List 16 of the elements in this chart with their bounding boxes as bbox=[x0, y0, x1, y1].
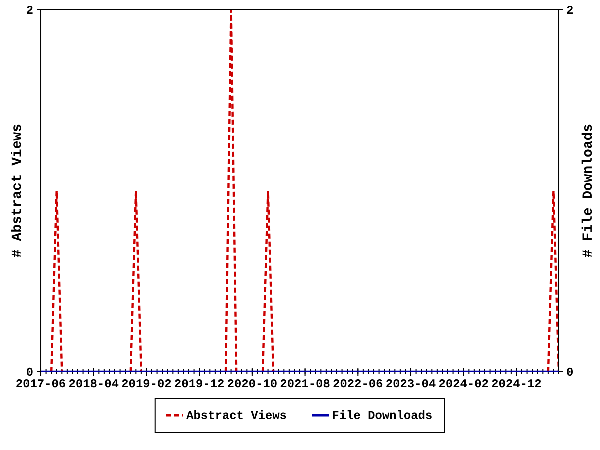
y-axis-title: # Abstract Views bbox=[11, 124, 22, 258]
x-tick-label: 2024-12 bbox=[492, 380, 542, 388]
x-tick-label: 2020-10 bbox=[228, 380, 277, 388]
x-tick-label: 2019-02 bbox=[122, 380, 172, 388]
y2-tick-label: 2 bbox=[567, 6, 573, 14]
x-tick-label: 2017-06 bbox=[16, 380, 66, 388]
y2-axis-title: # File Downloads bbox=[582, 124, 592, 258]
legend-label: Abstract Views bbox=[186, 410, 286, 420]
x-tick-label: 2019-12 bbox=[175, 380, 224, 388]
x-tick-label: 2024-02 bbox=[439, 380, 488, 388]
x-tick-label: 2018-04 bbox=[69, 380, 119, 388]
x-tick-label: 2021-08 bbox=[280, 380, 330, 388]
x-tick-label: 2022-06 bbox=[334, 380, 383, 388]
legend-label: File Downloads bbox=[333, 410, 432, 420]
x-tick-label: 2023-04 bbox=[386, 380, 436, 388]
y2-tick-label: 0 bbox=[567, 368, 573, 376]
